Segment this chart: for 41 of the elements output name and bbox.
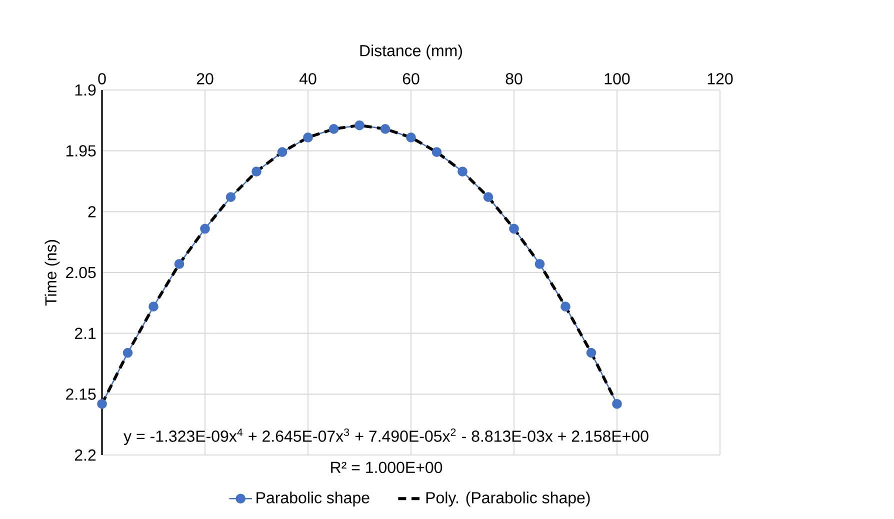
x-tick-label: 40 [299, 73, 316, 84]
x-tick-label: 80 [506, 73, 522, 84]
point [122, 348, 133, 358]
y-tick-label: 1.9 [75, 84, 96, 96]
y-axis-title: Time (ns) [44, 240, 60, 306]
point [483, 192, 494, 202]
annotation: y = -1.323E-09x$^{4}$ + 2.645E-07x$^{3}$ + 7.490E-05x$^{2}$ - 8.813E-03x + 2.158E+00 [124, 428, 648, 446]
y-tick-label: 2.2 [74, 449, 96, 461]
point [226, 192, 236, 202]
point [252, 166, 262, 176]
point [148, 302, 158, 312]
point [97, 398, 107, 409]
point [354, 120, 364, 130]
point [303, 132, 313, 142]
point [380, 124, 390, 134]
point [560, 302, 570, 312]
point [612, 398, 622, 409]
point [432, 147, 442, 157]
x-tick-label: 20 [196, 73, 214, 84]
text: R² = 1.000E+00 [331, 462, 442, 474]
point [200, 224, 210, 234]
point [509, 224, 519, 234]
x-tick-label: 60 [402, 73, 420, 84]
point [458, 166, 468, 176]
y-tick-label: 1.95 [66, 145, 96, 156]
y-tick-label: 2 [88, 206, 96, 218]
x-tick-label: 0 [98, 73, 106, 84]
legend-label: Parabolic shape [256, 492, 370, 507]
legend-label: Poly. (Parabolic shape) [426, 492, 590, 507]
x-tick-label: 120 [708, 73, 733, 84]
y-tick-label: 2.05 [66, 266, 96, 278]
x-axis-title: Distance (mm) [360, 44, 462, 60]
point [586, 348, 596, 358]
y-tick-label: 2.1 [74, 328, 96, 339]
x-tick-label: 100 [604, 73, 630, 84]
y-tick-label: 2.15 [66, 388, 96, 400]
point [277, 147, 288, 157]
point [174, 259, 184, 269]
point [406, 132, 416, 142]
point [534, 259, 545, 269]
point [328, 124, 339, 134]
